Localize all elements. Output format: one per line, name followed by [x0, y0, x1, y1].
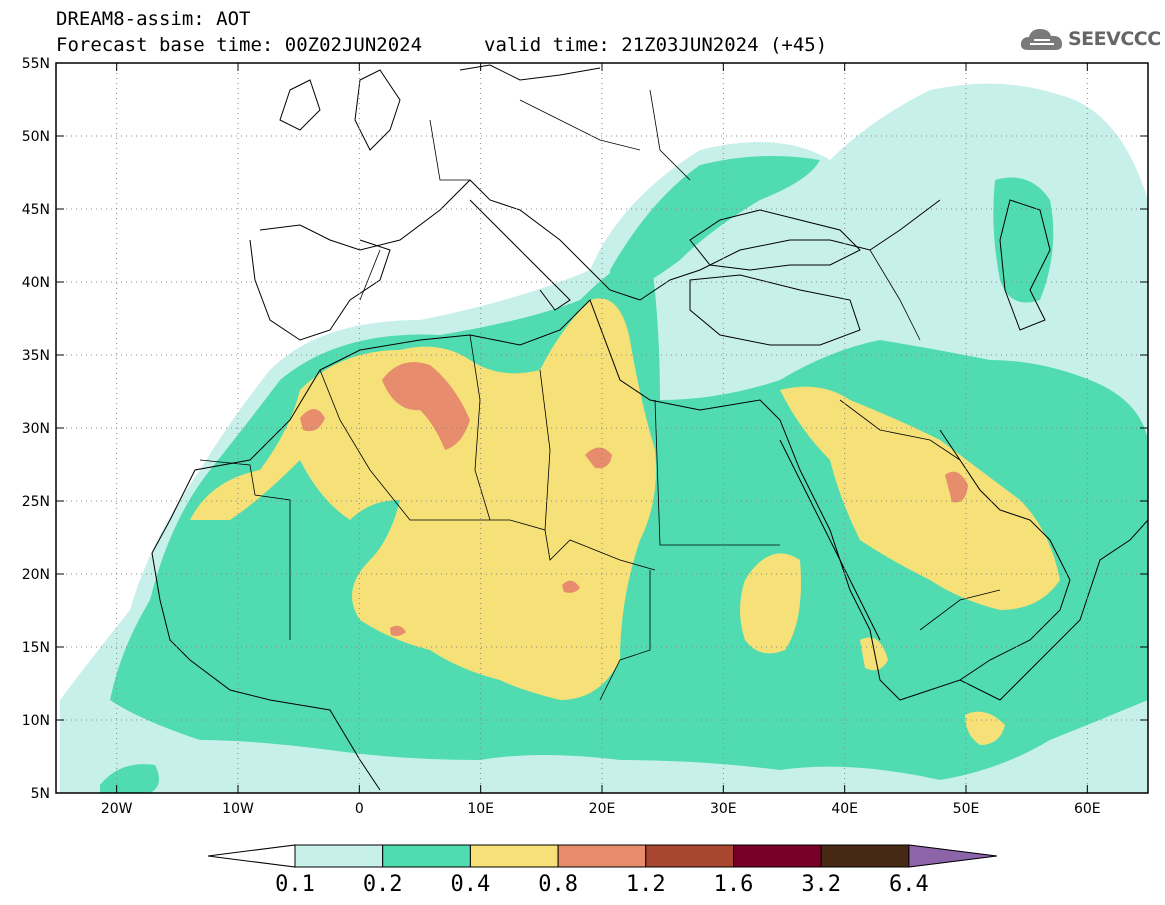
lat-tick-label: 10N: [22, 713, 50, 729]
color-bar-segment: [557, 844, 647, 868]
aot-level-0.8: [390, 625, 406, 636]
aot-level-0.8: [585, 447, 612, 469]
aot-level-0.8: [945, 471, 968, 503]
aot-level-0.2: [100, 764, 159, 793]
color-bar-label: 1.2: [626, 872, 666, 897]
color-bar-segment: [733, 844, 822, 868]
border-line: [654, 399, 780, 546]
color-bar-label: 1.6: [714, 872, 754, 897]
aot-level-0.4: [780, 386, 1060, 610]
color-bar-label: 6.4: [889, 872, 929, 897]
italy: [469, 199, 571, 311]
lon-tick-label: 60E: [1074, 801, 1101, 817]
lat-tick-label: 15N: [22, 640, 50, 656]
lat-tick-label: 35N: [22, 348, 50, 364]
lat-tick-label: 40N: [22, 275, 50, 291]
coastlines: [151, 64, 1148, 791]
border-line: [599, 570, 651, 701]
europe-coastline: [259, 179, 941, 301]
lat-tick-label: 50N: [22, 129, 50, 145]
aot-level-0.8: [382, 362, 470, 450]
red-sea: [779, 439, 881, 641]
color-bar-label: 0.2: [363, 872, 403, 897]
color-bar-over-arrow: [908, 844, 997, 868]
valid-time: valid time: 21Z03JUN2024 (+45): [484, 34, 828, 56]
axis-ticks: [56, 62, 1148, 794]
border-line: [319, 369, 656, 571]
border-line: [919, 589, 1001, 631]
lon-tick-label: 10W: [222, 801, 254, 817]
aot-field: [60, 83, 1148, 793]
border-line: [359, 249, 381, 301]
aot-level-0.4: [740, 553, 801, 654]
color-bar-label: 0.4: [451, 872, 491, 897]
color-bar-label: 0.1: [275, 872, 315, 897]
west-africa-coast: [151, 552, 381, 791]
map-title: DREAM8-assim: AOT: [56, 8, 251, 30]
axis-tick-labels: 5N 10N 15N 20N 25N 30N 35N 40N 45N 50N 55N 20W 10W 0 1…: [22, 56, 1101, 817]
caspian-sea: [999, 199, 1051, 331]
color-bar-segment: [469, 844, 559, 868]
aot-level-0.4: [190, 298, 656, 700]
border-line: [469, 334, 491, 521]
lon-tick-label: 30E: [710, 801, 737, 817]
lat-tick-label: 20N: [22, 567, 50, 583]
border-line: [429, 119, 470, 181]
color-bar: [207, 844, 997, 868]
aot-level-0.2: [993, 177, 1054, 303]
aot-level-0.4: [965, 711, 1005, 745]
cloud-icon: [1020, 29, 1063, 50]
aot-level-0.8: [562, 580, 580, 593]
lat-tick-label: 5N: [31, 786, 50, 802]
lon-tick-label: 50E: [953, 801, 980, 817]
color-bar-labels: 0.1 0.2 0.4 0.8 1.2 1.6 3.2 6.4: [275, 872, 929, 897]
british-isles: [279, 69, 401, 151]
aot-level-0.4: [860, 637, 888, 671]
lat-tick-label: 30N: [22, 421, 50, 437]
border-line: [869, 249, 921, 341]
africa-coastline: [151, 299, 1148, 701]
logo-text: SEEVCCC: [1068, 28, 1161, 50]
arabia-east: [959, 539, 1071, 681]
forecast-base-time: Forecast base time: 00Z02JUN2024: [56, 34, 423, 56]
lon-tick-label: 20W: [101, 801, 133, 817]
lon-tick-label: 10E: [467, 801, 494, 817]
border-line: [519, 99, 641, 151]
aot-level-0.2: [610, 156, 820, 300]
persian-gulf: [939, 429, 1051, 541]
black-sea: [689, 209, 861, 271]
color-bar-segment: [294, 844, 384, 868]
color-bar-segment: [820, 844, 910, 868]
lat-tick-label: 45N: [22, 202, 50, 218]
color-bar-segment: [382, 844, 471, 868]
lon-tick-label: 20E: [589, 801, 616, 817]
color-bar-under-arrow: [207, 844, 296, 868]
color-bar-label: 3.2: [801, 872, 841, 897]
gridlines: [56, 63, 1148, 793]
aot-level-0.8: [300, 409, 325, 432]
seevccc-logo: SEEVCCC: [1018, 24, 1161, 56]
iberia: [249, 239, 391, 341]
color-bar-label: 0.8: [538, 872, 578, 897]
country-borders: [199, 89, 1001, 701]
border-line: [199, 459, 291, 640]
color-bar-segment: [645, 844, 734, 868]
scandinavia: [459, 64, 601, 81]
lat-tick-label: 55N: [22, 56, 50, 72]
border-line: [839, 399, 961, 461]
border-line: [539, 369, 551, 531]
anatolia: [689, 274, 861, 346]
lon-tick-label: 40E: [831, 801, 858, 817]
border-line: [649, 89, 691, 181]
lat-tick-label: 25N: [22, 494, 50, 510]
lon-tick-label: 0: [355, 801, 364, 817]
